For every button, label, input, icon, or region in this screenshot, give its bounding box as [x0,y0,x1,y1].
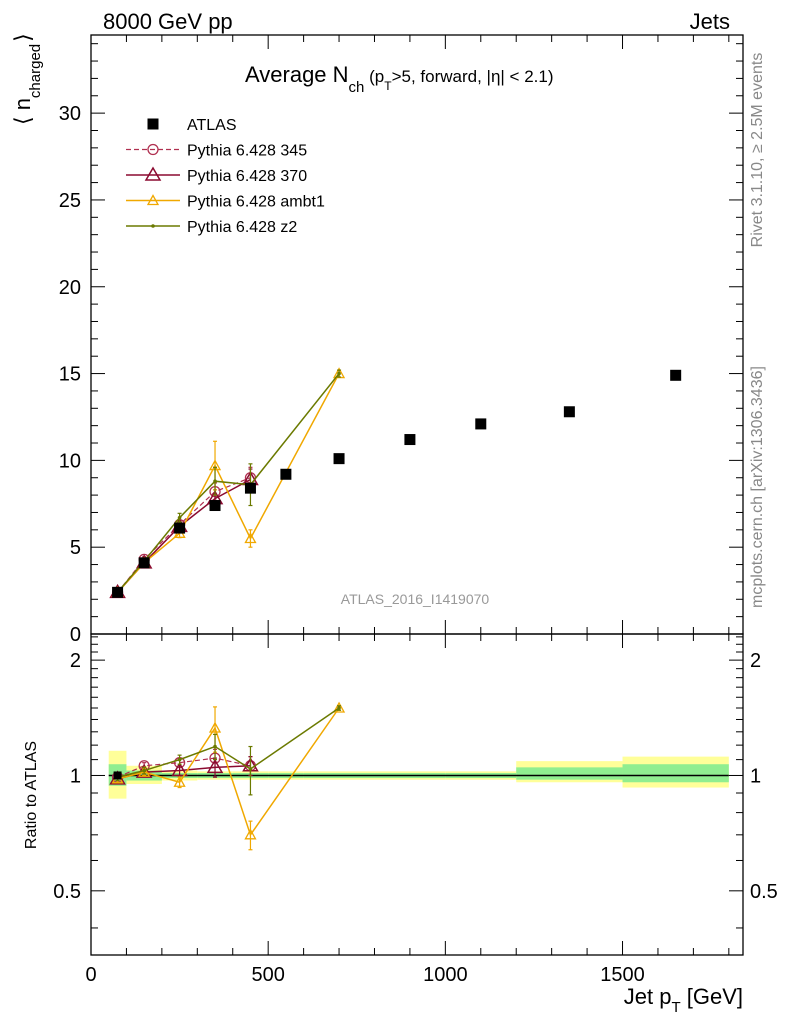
atlas-data-point [475,418,487,430]
legend-label-atlas: ATLAS [187,117,237,134]
legend-label-p345: Pythia 6.428 345 [187,143,307,160]
title-cond-a: (p [364,67,384,86]
ylabel-pre: ⟨ n [10,98,35,125]
title-sub: ch [349,79,365,96]
pythia-z2-marker [213,479,217,484]
atlas-data-point [244,482,256,494]
pythia-ambt1-marker [146,194,160,206]
ratio-y-tick-label: 2 [70,650,81,672]
ratio-series-layer [109,701,346,851]
ratio-plot-frame [90,633,744,956]
pythia-345-marker [147,143,159,156]
mcplots-label: mcplots.cern.ch [arXiv:1306.3436] [749,366,766,608]
ratio-uncertainty-bands [108,750,729,799]
xlabel-post: [GeV] [681,984,743,1009]
x-tick-label: 500 [251,964,284,986]
atlas-data-point [670,369,682,381]
main-axis-ticks: 0 5 10 15 20 25 30 [59,35,743,646]
pythia-370-marker [144,166,162,181]
atlas-data-point [333,453,345,465]
title-cond-sub: T [384,79,392,93]
atlas-data-point [112,586,124,598]
ratio-axis-ticks: 0.5 0.5 1 1 2 2 0 500 1000 1500 [53,634,778,986]
pythia-ambt1-marker [208,721,222,733]
ratio-y-tick-label-right: 1 [750,765,761,787]
legend-entry-z2: Pythia 6.428 z2 [126,219,297,236]
pythia-z2-marker [142,768,146,773]
atlas-data-layer [112,369,682,598]
legend-entry-p370: Pythia 6.428 370 [126,166,307,185]
main-y-label: ⟨ ncharged ⟩ [10,33,44,125]
x-tick-label: 1000 [423,964,468,986]
legend-label-ambt1: Pythia 6.428 ambt1 [187,194,325,211]
series-line-z2 [117,373,340,593]
title-main: Average N [245,62,349,87]
ratio-y-tick-label-right: 0.5 [750,881,778,903]
pythia-z2-marker [177,515,182,520]
x-axis-label: Jet pT [GeV] [624,984,743,1016]
pythia-z2-marker [337,706,341,710]
legend-label-p370: Pythia 6.428 370 [187,168,307,185]
x-tick-label: 1500 [600,964,645,986]
title-cond-b: >5, forward, |η| < 2.1) [392,67,554,86]
analysis-watermark: ATLAS_2016_I1419070 [341,591,490,607]
atlas-data-point [209,500,221,512]
main-y-tick-label: 30 [59,103,81,125]
pythia-ambt1-marker [173,775,186,787]
ylabel-sub: charged [27,44,44,98]
xlabel-sub: T [671,999,680,1016]
atlas-data-point [280,468,292,480]
pythia-z2-marker [213,744,217,749]
plot-title: Average Nch (pT>5, forward, |η| < 2.1) [245,62,554,96]
pythia-ambt1-marker [244,828,257,840]
legend-atlas-marker [147,118,159,130]
atlas-data-point [138,557,150,569]
ratio-band-inner [516,767,623,780]
legend: ATLAS Pythia 6.428 345 Pythia 6.428 370 Pyt… [126,117,325,236]
ratio-band-inner [622,764,729,783]
atlas-ratio-point [113,771,122,780]
main-y-tick-label: 0 [70,624,81,646]
ratio-panel: 0.5 0.5 1 1 2 2 0 500 1000 1500 Ratio to ATLAS Je… [23,633,778,1016]
series-line-z2 [117,707,340,778]
pythia-ambt1-marker [332,701,346,713]
pythia-z2-marker [177,757,182,762]
main-y-tick-label: 25 [59,190,81,212]
pythia-z2-marker [151,224,155,228]
ratio-y-tick-label: 0.5 [53,881,81,903]
main-y-tick-label: 20 [59,277,81,299]
ratio-y-label: Ratio to ATLAS [23,741,40,849]
atlas-data-point [563,406,575,418]
main-y-tick-label: 5 [70,537,81,559]
pythia-z2-marker [337,371,341,376]
rivet-label: Rivet 3.1.10, ≥ 2.5M events [749,53,766,248]
pythia-370-marker [171,762,188,777]
atlas-data-point [404,434,416,446]
x-tick-label: 0 [85,964,96,986]
main-y-tick-label: 10 [59,450,81,472]
header-left: 8000 GeV pp [103,9,233,34]
pythia-370-marker [206,758,224,774]
legend-label-z2: Pythia 6.428 z2 [187,219,297,236]
pythia-z2-marker [248,767,253,771]
ratio-y-tick-label: 1 [70,765,81,787]
legend-entry-ambt1: Pythia 6.428 ambt1 [126,194,325,211]
legend-entry-p345: Pythia 6.428 345 [126,143,307,160]
ratio-y-tick-label-right: 2 [750,650,761,672]
series-line-ambt1 [117,707,340,837]
xlabel-pre: Jet p [624,984,672,1009]
main-y-tick-label: 15 [59,364,81,386]
legend-entry-atlas: ATLAS [147,117,237,134]
atlas-data-point [174,522,186,534]
header-right: Jets [690,9,730,34]
ylabel-post: ⟩ [10,33,35,42]
main-panel: 0 5 10 15 20 25 30 Average Nch (pT>5, forward,… [10,33,744,646]
pythia-ambt1-marker [244,532,257,544]
